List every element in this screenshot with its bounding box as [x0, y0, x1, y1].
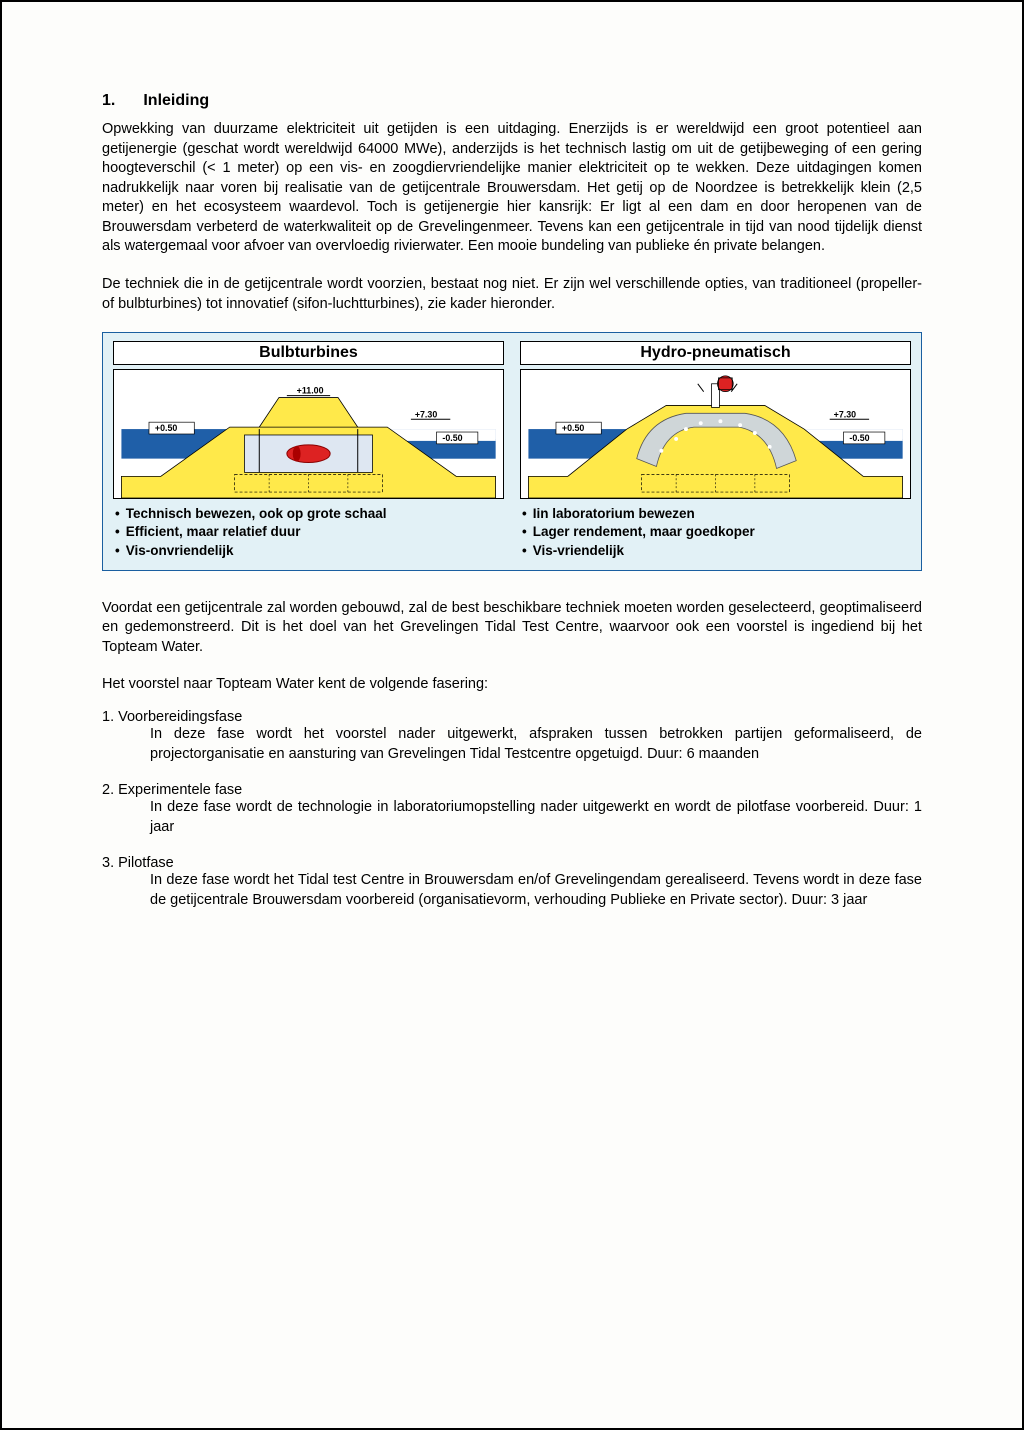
hydropneumatic-figure: +0.50 -0.50 +7.30 [520, 369, 911, 499]
phase-item: 3. Pilotfase In deze fase wordt het Tida… [102, 855, 922, 910]
paragraph-3: Voordat een getijcentrale zal worden geb… [102, 599, 922, 658]
phase-list: 1. Voorbereidingsfase In deze fase wordt… [102, 709, 922, 910]
bullet: Lager rendement, maar goedkoper [520, 523, 911, 541]
heading-title: Inleiding [143, 92, 209, 110]
lbl-left: +0.50 [155, 423, 177, 433]
bullet: Iin laboratorium bewezen [520, 505, 911, 523]
lbl-rb: -0.50 [442, 433, 462, 443]
diagram-left-col: Bulbturbines +0.50 [113, 341, 504, 560]
bullet: Vis-onvriendelijk [113, 542, 504, 560]
phase-num: 2. [102, 782, 114, 798]
phase-item: 2. Experimentele fase In deze fase wordt… [102, 782, 922, 837]
comparison-diagram: Bulbturbines +0.50 [102, 332, 922, 571]
lbl2-rb: -0.50 [849, 433, 869, 443]
left-bullets: Technisch bewezen, ook op grote schaal E… [113, 505, 504, 560]
lbl-top: +11.00 [297, 386, 324, 396]
bulbturbine-figure: +0.50 +11.00 -0.50 +7.30 [113, 369, 504, 499]
phase-item: 1. Voorbereidingsfase In deze fase wordt… [102, 709, 922, 764]
paragraph-2: De techniek die in de getijcentrale word… [102, 275, 922, 314]
phase-title: 2. Experimentele fase [102, 782, 922, 798]
diagram-left-title: Bulbturbines [113, 341, 504, 365]
phase-name: Experimentele fase [118, 782, 242, 798]
diagram-row: Bulbturbines +0.50 [113, 341, 911, 560]
lbl-rt: +7.30 [415, 409, 437, 419]
phase-desc: In deze fase wordt het Tidal test Centre… [102, 871, 922, 910]
lbl2-rt: +7.30 [834, 409, 856, 419]
bullet: Technisch bewezen, ook op grote schaal [113, 505, 504, 523]
right-bullets: Iin laboratorium bewezen Lager rendement… [520, 505, 911, 560]
phase-desc: In deze fase wordt de technologie in lab… [102, 798, 922, 837]
phase-name: Voorbereidingsfase [118, 709, 242, 725]
phase-num: 1. [102, 709, 114, 725]
document-page: 1. Inleiding Opwekking van duurzame elek… [0, 0, 1024, 1430]
diagram-right-col: Hydro-pneumatisch [520, 341, 911, 560]
section-heading: 1. Inleiding [102, 92, 922, 110]
phase-desc: In deze fase wordt het voorstel nader ui… [102, 725, 922, 764]
phase-num: 3. [102, 855, 114, 871]
heading-number: 1. [102, 92, 115, 110]
bullet: Efficient, maar relatief duur [113, 523, 504, 541]
lbl2-left: +0.50 [562, 423, 584, 433]
bullet: Vis-vriendelijk [520, 542, 911, 560]
phase-name: Pilotfase [118, 855, 174, 871]
phase-title: 1. Voorbereidingsfase [102, 709, 922, 725]
paragraph-1: Opwekking van duurzame elektriciteit uit… [102, 120, 922, 257]
phase-title: 3. Pilotfase [102, 855, 922, 871]
paragraph-4: Het voorstel naar Topteam Water kent de … [102, 675, 922, 695]
diagram-right-title: Hydro-pneumatisch [520, 341, 911, 365]
